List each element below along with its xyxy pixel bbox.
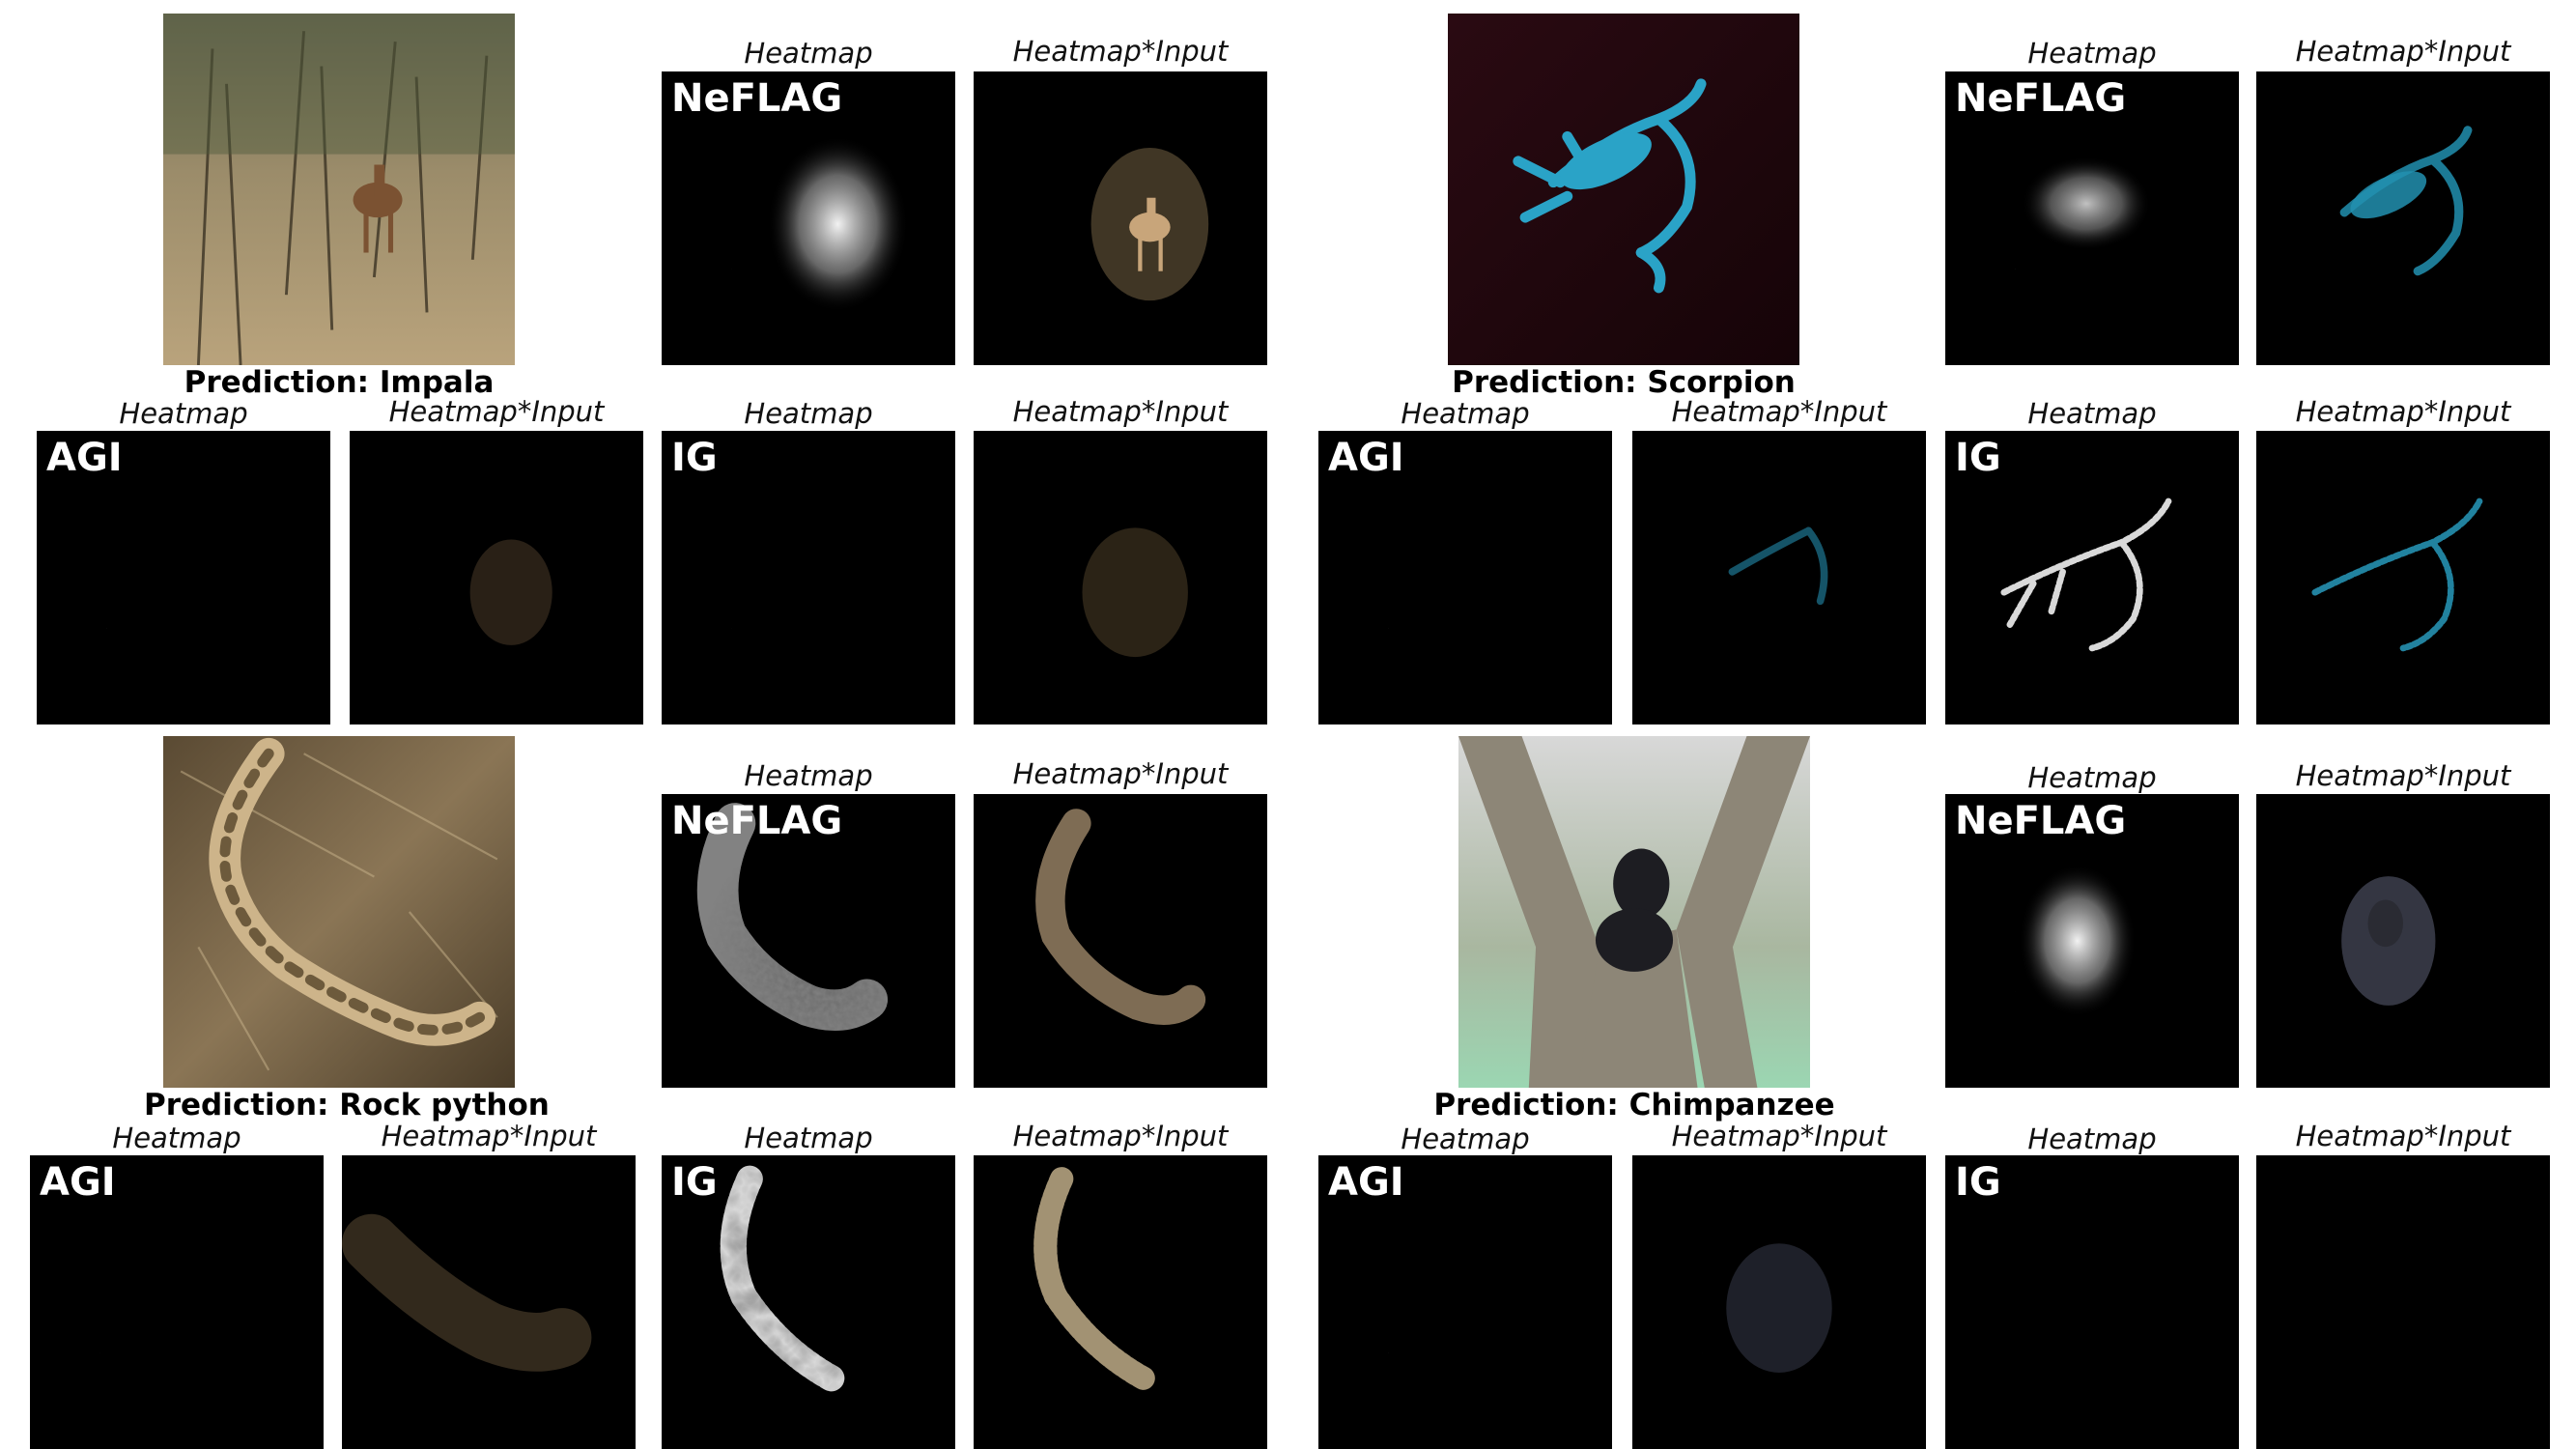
method-label: IG [1955,1160,2001,1205]
agi-heatmap-rock-python: AGI [30,1155,324,1449]
caption-heatmap: Heatmap [744,37,873,70]
panel-rock-python: Prediction: Rock python Heatmap Heatmap*… [0,724,1288,1449]
neflag-heatmap-input-scorpion [2256,71,2550,365]
agi-heatmap-input-scorpion [1632,431,1926,724]
ig-heatmap-impala: IG [662,431,955,724]
caption-heatmap: Heatmap [1401,1122,1530,1155]
prediction-label: Prediction: Rock python [144,1088,550,1122]
method-label: NeFLAG [1955,799,2127,843]
neflag-heatmap-scorpion: NeFLAG [1945,71,2239,365]
input-image-impala [163,14,515,365]
caption-heatmap-input: Heatmap*Input [2295,395,2511,428]
panel-impala: Prediction: Impala Heatmap Heatmap*Input… [0,0,1288,724]
input-image-scorpion [1448,14,1799,365]
neflag-heatmap-input-chimpanzee [2256,794,2550,1088]
caption-heatmap-input: Heatmap*Input [1671,1120,1887,1152]
caption-heatmap: Heatmap [2027,761,2157,794]
method-label: IG [671,1160,718,1205]
method-label: NeFLAG [671,799,843,843]
ig-heatmap-input-scorpion [2256,431,2550,724]
agi-heatmap-impala: AGI [37,431,330,724]
caption-heatmap: Heatmap [112,1122,241,1154]
method-label: NeFLAG [671,76,843,121]
input-image-rock-python [163,736,515,1088]
neflag-heatmap-rock-python: NeFLAG [662,794,955,1088]
panel-chimpanzee: Prediction: Chimpanzee Heatmap Heatmap*I… [1288,724,2576,1449]
ig-heatmap-chimpanzee: IG [1945,1155,2239,1449]
caption-heatmap: Heatmap [744,1122,873,1154]
ig-heatmap-input-rock-python [974,1155,1267,1449]
caption-heatmap-input: Heatmap*Input [1012,757,1229,790]
ig-heatmap-rock-python: IG [662,1155,955,1449]
agi-heatmap-input-chimpanzee [1632,1155,1926,1449]
caption-heatmap-input: Heatmap*Input [1012,1120,1229,1152]
caption-heatmap-input: Heatmap*Input [388,395,605,428]
caption-heatmap-input: Heatmap*Input [2295,35,2511,68]
ig-heatmap-input-impala [974,431,1267,724]
neflag-heatmap-input-impala [974,71,1267,365]
method-label: AGI [1328,436,1404,480]
method-label: AGI [46,436,123,480]
agi-heatmap-scorpion: AGI [1318,431,1612,724]
caption-heatmap-input: Heatmap*Input [1012,35,1229,68]
agi-heatmap-input-rock-python [342,1155,636,1449]
caption-heatmap-input: Heatmap*Input [381,1120,597,1152]
caption-heatmap: Heatmap [744,759,873,792]
method-label: AGI [1328,1160,1404,1205]
caption-heatmap: Heatmap [119,397,248,430]
caption-heatmap: Heatmap [2027,1122,2157,1155]
agi-heatmap-chimpanzee: AGI [1318,1155,1612,1449]
caption-heatmap: Heatmap [1401,397,1530,430]
prediction-label: Prediction: Impala [184,365,495,400]
ig-heatmap-input-chimpanzee [2256,1155,2550,1449]
caption-heatmap: Heatmap [2027,397,2157,430]
method-label: IG [671,436,718,480]
caption-heatmap-input: Heatmap*Input [1012,395,1229,428]
ig-heatmap-scorpion: IG [1945,431,2239,724]
caption-heatmap-input: Heatmap*Input [2295,759,2511,792]
method-label: AGI [40,1160,116,1205]
caption-heatmap-input: Heatmap*Input [2295,1120,2511,1152]
neflag-heatmap-input-rock-python [974,794,1267,1088]
neflag-heatmap-impala: NeFLAG [662,71,955,365]
caption-heatmap: Heatmap [2027,37,2157,70]
prediction-label: Prediction: Chimpanzee [1433,1088,1835,1122]
prediction-label: Prediction: Scorpion [1452,365,1796,400]
agi-heatmap-input-impala [350,431,643,724]
caption-heatmap: Heatmap [744,397,873,430]
input-image-chimpanzee [1458,736,1810,1088]
method-label: NeFLAG [1955,76,2127,121]
neflag-heatmap-chimpanzee: NeFLAG [1945,794,2239,1088]
method-label: IG [1955,436,2001,480]
caption-heatmap-input: Heatmap*Input [1671,395,1887,428]
panel-scorpion: Prediction: Scorpion Heatmap Heatmap*Inp… [1288,0,2576,724]
